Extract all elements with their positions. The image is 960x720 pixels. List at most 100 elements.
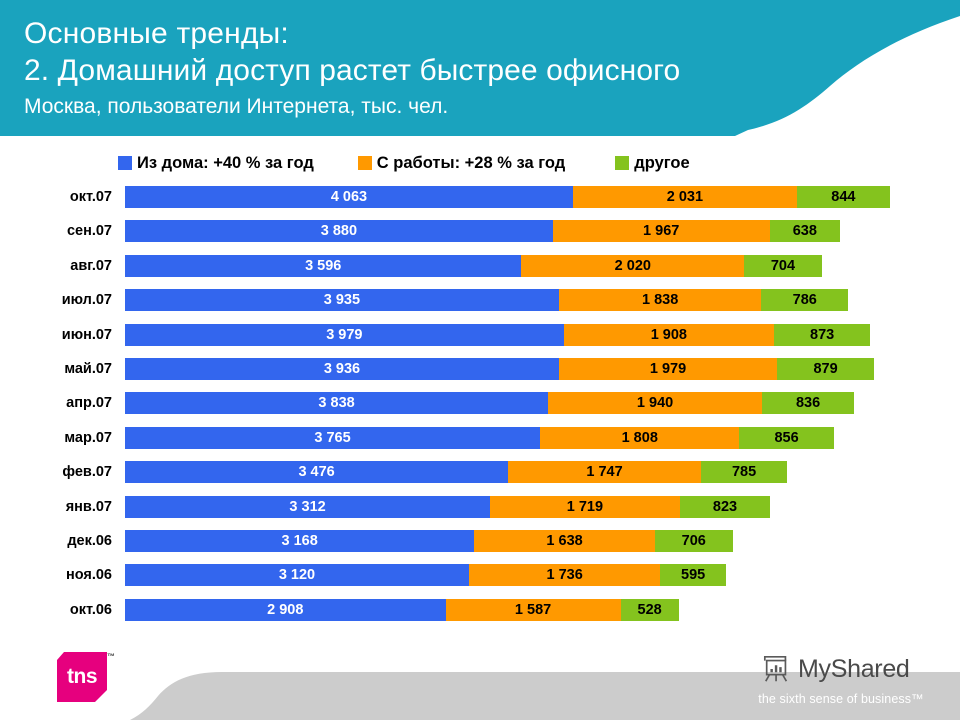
bar-value-label: 3 880 <box>320 223 358 240</box>
bar-segment-2[interactable]: 879 <box>777 358 875 380</box>
bar-segment-0[interactable]: 4 063 <box>125 186 573 208</box>
stacked-bar[interactable]: 3 880 1 967 638 <box>125 220 840 243</box>
bar-segment-1[interactable]: 1 838 <box>558 289 762 312</box>
bar-value-label: 3 476 <box>298 464 335 481</box>
bar-segment-1[interactable]: 1 747 <box>508 461 701 484</box>
bar-value-label: 1 908 <box>650 326 687 343</box>
header-banner: Основные тренды: 2. Домашний доступ раст… <box>0 0 960 136</box>
category-label: ноя.06 <box>65 567 112 584</box>
bar-segment-0[interactable]: 3 765 <box>125 426 541 449</box>
stacked-bar[interactable]: 3 312 1 719 823 <box>125 495 771 518</box>
bar-segment-1[interactable]: 1 587 <box>445 598 621 621</box>
legend-item-work[interactable]: С работы: +28 % за год <box>357 154 565 172</box>
bar-segment-2[interactable]: 638 <box>769 220 840 243</box>
bar-segment-1[interactable]: 2 020 <box>521 254 745 277</box>
bar-value-label: 4 063 <box>330 189 368 205</box>
bar-segment-1[interactable]: 1 808 <box>540 426 740 449</box>
chart-row: мар.07 3 765 1 808 856 <box>0 426 960 461</box>
stacked-bar[interactable]: 3 120 1 736 595 <box>125 564 726 587</box>
chart-row: май.07 3 936 1 979 879 <box>0 358 960 392</box>
myshared-logo-text: MyShared <box>798 655 910 683</box>
stacked-bar[interactable]: 3 476 1 747 785 <box>125 461 788 484</box>
bar-value-label: 2 908 <box>267 601 304 618</box>
stacked-bar[interactable]: 2 908 1 587 528 <box>125 598 679 621</box>
bar-value-label: 3 120 <box>278 567 316 584</box>
bar-segment-0[interactable]: 3 979 <box>125 323 564 346</box>
bar-value-label: 823 <box>712 498 738 515</box>
bar-segment-0[interactable]: 3 168 <box>125 530 475 552</box>
legend-item-home[interactable]: Из дома: +40 % за год <box>118 154 314 172</box>
chart-row: фев.07 3 476 1 747 785 <box>0 461 960 495</box>
stacked-bar[interactable]: 3 596 2 020 704 <box>125 254 822 277</box>
bar-segment-0[interactable]: 3 880 <box>125 220 553 243</box>
bar-segment-2[interactable]: 704 <box>744 254 822 277</box>
bar-value-label: 595 <box>681 567 706 584</box>
bar-segment-1[interactable]: 1 638 <box>474 530 655 552</box>
bar-segment-2[interactable]: 823 <box>679 495 771 518</box>
bar-segment-2[interactable]: 873 <box>774 323 871 346</box>
footer-band-shape <box>130 672 960 720</box>
bar-value-label: 3 312 <box>289 498 326 515</box>
bar-segment-0[interactable]: 3 935 <box>125 289 559 312</box>
category-label: окт.07 <box>69 189 112 205</box>
bar-value-label: 2 020 <box>614 257 651 274</box>
page-title-line-2: 2. Домашний доступ растет быстрее офисно… <box>24 54 681 87</box>
bar-segment-0[interactable]: 3 120 <box>125 564 469 587</box>
bar-value-label: 3 168 <box>281 533 318 549</box>
bar-segment-2[interactable]: 706 <box>654 530 733 552</box>
bar-value-label: 704 <box>770 257 796 274</box>
bar-segment-0[interactable]: 3 936 <box>125 358 559 380</box>
category-label: дек.06 <box>67 533 112 549</box>
chart-row: апр.07 3 838 1 940 836 <box>0 392 960 426</box>
header-background-shape <box>0 0 960 136</box>
bar-segment-2[interactable]: 856 <box>739 426 834 449</box>
bar-segment-2[interactable]: 844 <box>796 186 890 208</box>
category-label: авг.07 <box>70 257 112 274</box>
bar-value-label: 1 808 <box>621 429 658 446</box>
bar-segment-2[interactable]: 836 <box>762 392 855 415</box>
stacked-bar[interactable]: 3 838 1 940 836 <box>125 392 855 415</box>
page-subtitle: Москва, пользователи Интернета, тыс. чел… <box>24 95 449 118</box>
bar-value-label: 1 719 <box>566 498 604 515</box>
stacked-bar[interactable]: 3 979 1 908 873 <box>125 323 871 346</box>
bar-segment-0[interactable]: 3 838 <box>125 392 549 415</box>
page-title-line-1: Основные тренды: <box>24 17 289 50</box>
bar-value-label: 3 935 <box>323 292 361 309</box>
legend-swatch-home <box>118 156 132 170</box>
bar-segment-0[interactable]: 3 596 <box>125 254 522 277</box>
bar-value-label: 1 979 <box>649 361 687 377</box>
bar-segment-2[interactable]: 528 <box>620 598 679 621</box>
bar-value-label: 3 936 <box>323 361 361 377</box>
bar-segment-0[interactable]: 3 476 <box>125 461 509 484</box>
bar-segment-1[interactable]: 1 719 <box>490 495 680 518</box>
bar-segment-2[interactable]: 595 <box>660 564 726 587</box>
chart-row: дек.06 3 168 1 638 706 <box>0 530 960 564</box>
bar-value-label: 3 979 <box>326 326 363 343</box>
chart-row: ноя.06 3 120 1 736 595 <box>0 564 960 598</box>
bar-value-label: 786 <box>792 292 817 309</box>
stacked-bar[interactable]: 4 063 2 031 844 <box>125 186 890 208</box>
legend-swatch-work <box>357 156 372 170</box>
bar-value-label: 856 <box>774 429 799 446</box>
myshared-logo: MyShared <box>762 652 952 686</box>
bar-segment-2[interactable]: 785 <box>700 461 788 484</box>
category-label: июл.07 <box>61 292 112 309</box>
bar-segment-0[interactable]: 3 312 <box>125 495 491 518</box>
stacked-bar[interactable]: 3 765 1 808 856 <box>125 426 834 449</box>
chart-row: янв.07 3 312 1 719 823 <box>0 495 960 530</box>
chart-row: июл.07 3 935 1 838 786 <box>0 289 960 323</box>
category-label: янв.07 <box>65 498 112 515</box>
category-label: июн.07 <box>61 326 112 343</box>
stacked-bar[interactable]: 3 935 1 838 786 <box>125 289 849 312</box>
bar-segment-1[interactable]: 1 967 <box>552 220 770 243</box>
stacked-bar[interactable]: 3 168 1 638 706 <box>125 530 733 552</box>
stacked-bar[interactable]: 3 936 1 979 879 <box>125 358 875 380</box>
bar-segment-1[interactable]: 1 940 <box>548 392 762 415</box>
bar-segment-2[interactable]: 786 <box>761 289 849 312</box>
bar-segment-0[interactable]: 2 908 <box>125 598 446 621</box>
bar-segment-1[interactable]: 1 979 <box>558 358 778 380</box>
legend-item-other[interactable]: другое <box>615 154 690 172</box>
bar-segment-1[interactable]: 1 736 <box>468 564 661 587</box>
bar-segment-1[interactable]: 2 031 <box>572 186 797 208</box>
bar-segment-1[interactable]: 1 908 <box>563 323 775 346</box>
